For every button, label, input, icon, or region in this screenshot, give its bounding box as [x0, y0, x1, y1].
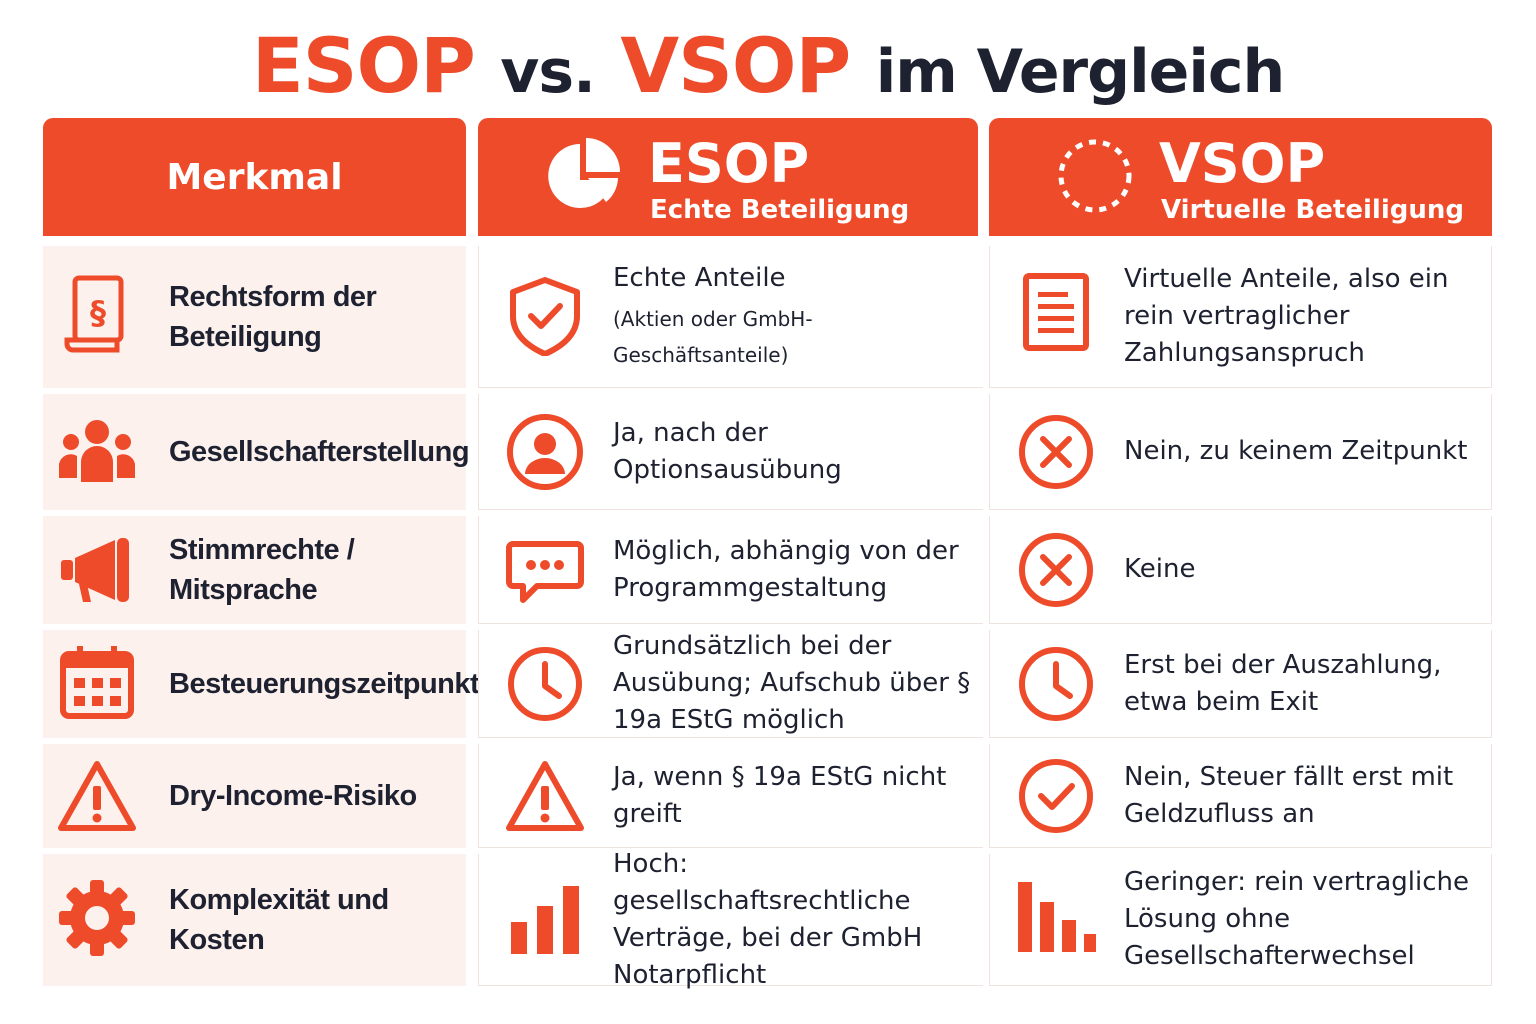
- esop-cell: Ja, nach der Optionsausübung: [478, 394, 983, 510]
- esop-text: Ja, nach der Optionsausübung: [613, 417, 842, 485]
- warning-triangle-icon: [57, 756, 137, 836]
- esop-text: Ja, wenn § 19a EStG nicht greift: [613, 761, 947, 829]
- merkmal-cell: Besteuerungszeitpunkt: [43, 630, 480, 738]
- header-merkmal: Merkmal: [43, 118, 466, 236]
- merkmal-cell: Komplexität und Kosten: [43, 854, 466, 986]
- header-vsop-name: VSOP: [1159, 132, 1326, 195]
- x-circle-icon: [1016, 412, 1096, 492]
- table-row: Dry-Income-Risiko Ja, wenn § 19a EStG ni…: [43, 744, 1492, 848]
- bars-falling-icon: [1016, 876, 1096, 956]
- chat-bubble-icon: [505, 530, 585, 610]
- merkmal-cell: Dry-Income-Risiko: [43, 744, 466, 848]
- merkmal-label: Dry-Income-Risiko: [169, 780, 417, 812]
- header-vsop: VSOP Virtuelle Beteiligung: [989, 118, 1492, 236]
- header-vsop-subtitle: Virtuelle Beteiligung: [1161, 195, 1464, 225]
- esop-subtext: (Aktien oder GmbH-Geschäftsanteile): [613, 307, 813, 367]
- vsop-text: Virtuelle Anteile, also ein rein vertrag…: [1124, 264, 1449, 368]
- megaphone-icon: [57, 530, 137, 610]
- esop-text: Möglich, abhängig von der Programmgestal…: [613, 535, 959, 603]
- vsop-cell: Nein, Steuer fällt erst mit Geldzufluss …: [989, 744, 1492, 848]
- esop-text: Hoch: gesellschaftsrechtliche Verträge, …: [613, 848, 923, 990]
- page-title: ESOP vs. VSOP im Vergleich: [0, 18, 1536, 120]
- paragraph-document-icon: [57, 274, 137, 354]
- merkmal-cell: Stimmrechte / Mitsprache: [43, 516, 466, 624]
- table-row: Stimmrechte / Mitsprache Möglich, abhäng…: [43, 516, 1492, 624]
- header-merkmal-label: Merkmal: [166, 156, 343, 198]
- esop-text-block: Echte Anteile (Aktien oder GmbH-Geschäft…: [613, 246, 975, 387]
- table-row: Rechtsform der Beteiligung Echte Anteile…: [43, 246, 1492, 388]
- gear-icon: [57, 878, 137, 958]
- title-esop: ESOP: [251, 21, 476, 110]
- vsop-cell: Keine: [989, 516, 1492, 624]
- header-esop: ESOP Echte Beteiligung: [478, 118, 978, 236]
- merkmal-label: Gesellschafterstellung: [169, 436, 470, 468]
- vsop-cell: Geringer: rein vertragliche Lösung ohne …: [989, 854, 1492, 986]
- check-circle-icon: [1016, 756, 1096, 836]
- esop-cell: Hoch: gesellschaftsrechtliche Verträge, …: [478, 848, 983, 990]
- table-row: Gesellschafterstellung Ja, nach der Opti…: [43, 394, 1492, 510]
- esop-cell: Möglich, abhängig von der Programmgestal…: [478, 516, 983, 624]
- people-group-icon: [57, 412, 137, 492]
- dashed-circle-icon: [1055, 136, 1135, 216]
- document-lines-icon: [1016, 272, 1096, 352]
- header-esop-name: ESOP: [648, 132, 810, 195]
- esop-cell: Grundsätzlich bei der Ausübung; Aufschub…: [478, 630, 983, 738]
- esop-cell: Ja, wenn § 19a EStG nicht greift: [478, 744, 983, 848]
- header-esop-subtitle: Echte Beteiligung: [650, 195, 910, 225]
- table-row: Komplexität und Kosten Hoch: gesellschaf…: [43, 848, 1492, 990]
- vsop-text: Nein, Steuer fällt erst mit Geldzufluss …: [1124, 761, 1454, 829]
- vsop-text: Erst bei der Auszahlung, etwa beim Exit: [1124, 649, 1442, 717]
- merkmal-label: Rechtsform der Beteiligung: [169, 281, 377, 353]
- esop-text: Echte Anteile: [613, 263, 786, 293]
- calendar-icon: [57, 642, 137, 722]
- bars-rising-icon: [505, 876, 585, 956]
- esop-text: Grundsätzlich bei der Ausübung; Aufschub…: [613, 631, 971, 735]
- user-circle-icon: [505, 412, 585, 492]
- merkmal-label: Komplexität und Kosten: [169, 884, 389, 956]
- clock-icon: [1016, 644, 1096, 724]
- warning-triangle-icon: [505, 756, 585, 836]
- clock-icon: [505, 644, 585, 724]
- vsop-cell: Virtuelle Anteile, also ein rein vertrag…: [989, 246, 1492, 388]
- title-vsop: VSOP: [620, 21, 851, 110]
- title-suffix: im Vergleich: [875, 37, 1285, 107]
- vsop-cell: Erst bei der Auszahlung, etwa beim Exit: [989, 630, 1492, 738]
- vsop-text: Nein, zu keinem Zeitpunkt: [1124, 436, 1468, 466]
- shield-check-icon: [505, 276, 585, 356]
- table-row: Besteuerungszeitpunkt Grundsätzlich bei …: [43, 630, 1492, 738]
- merkmal-cell: Gesellschafterstellung: [43, 394, 470, 510]
- vsop-text: Geringer: rein vertragliche Lösung ohne …: [1124, 867, 1469, 971]
- esop-cell: Echte Anteile (Aktien oder GmbH-Geschäft…: [478, 246, 983, 388]
- title-vs: vs.: [500, 37, 596, 107]
- x-circle-icon: [1016, 530, 1096, 610]
- pie-chart-icon: [544, 136, 624, 216]
- merkmal-label: Stimmrechte / Mitsprache: [169, 534, 355, 606]
- merkmal-label: Besteuerungszeitpunkt: [169, 668, 480, 700]
- merkmal-cell: Rechtsform der Beteiligung: [43, 246, 466, 388]
- vsop-text: Keine: [1124, 554, 1196, 584]
- vsop-cell: Nein, zu keinem Zeitpunkt: [989, 394, 1492, 510]
